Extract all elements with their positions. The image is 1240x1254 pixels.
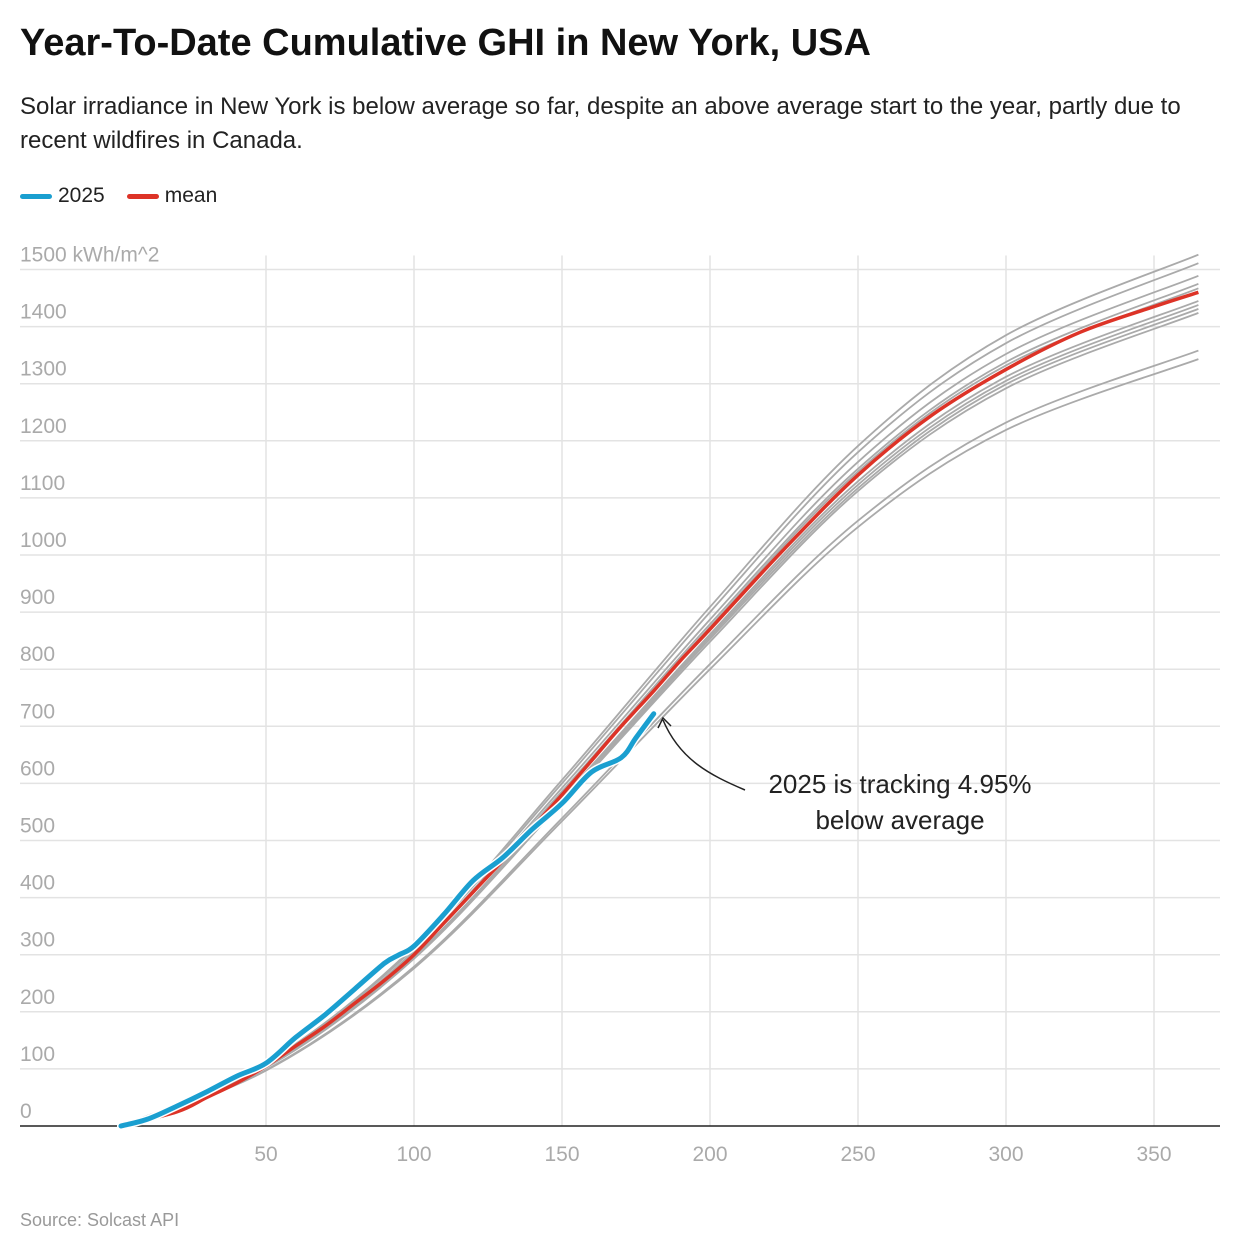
historical-year-line bbox=[120, 300, 1199, 1127]
y-tick-label: 300 bbox=[20, 929, 55, 952]
annotation-text-line2: below average bbox=[815, 805, 984, 835]
y-tick-label: 1500 kWh/m^2 bbox=[20, 244, 159, 267]
historical-year-line bbox=[120, 308, 1199, 1127]
annotation-arrowhead-icon bbox=[657, 716, 672, 729]
historical-year-line bbox=[120, 282, 1199, 1127]
series-2025-line bbox=[118, 711, 657, 1129]
x-tick-label: 300 bbox=[988, 1143, 1023, 1166]
y-tick-label: 900 bbox=[20, 586, 55, 609]
y-tick-label: 1200 bbox=[20, 415, 67, 438]
y-tick-label: 1400 bbox=[20, 301, 67, 324]
y-tick-label: 1300 bbox=[20, 358, 67, 381]
historical-year-line bbox=[120, 349, 1199, 1127]
x-tick-label: 350 bbox=[1136, 1143, 1171, 1166]
y-tick-label: 500 bbox=[20, 815, 55, 838]
x-tick-label: 200 bbox=[692, 1143, 727, 1166]
y-tick-label: 600 bbox=[20, 757, 55, 780]
x-tick-label: 50 bbox=[254, 1143, 277, 1166]
annotation-arrow bbox=[662, 719, 746, 791]
x-tick-label: 250 bbox=[840, 1143, 875, 1166]
legend-swatch-2025 bbox=[20, 193, 52, 199]
y-tick-label: 100 bbox=[20, 1043, 55, 1066]
y-tick-label: 700 bbox=[20, 700, 55, 723]
legend-item-mean: mean bbox=[126, 184, 218, 208]
historical-year-line bbox=[120, 287, 1199, 1127]
source-note: Source: Solcast API bbox=[20, 1210, 180, 1230]
legend-label-2025: 2025 bbox=[58, 184, 105, 207]
legend-label-mean: mean bbox=[164, 184, 218, 207]
y-tick-label: 800 bbox=[20, 643, 55, 666]
legend: 2025 mean bbox=[20, 184, 217, 208]
annotation-text-line1: 2025 is tracking 4.95% bbox=[768, 769, 1031, 799]
x-tick-label: 100 bbox=[396, 1143, 431, 1166]
y-tick-label: 1100 bbox=[20, 472, 65, 495]
y-tick-label: 0 bbox=[20, 1100, 32, 1123]
historical-year-line bbox=[120, 253, 1199, 1127]
y-tick-label: 1000 bbox=[20, 529, 67, 552]
chart-title: Year-To-Date Cumulative GHI in New York,… bbox=[20, 22, 871, 64]
legend-item-2025: 2025 bbox=[20, 184, 105, 208]
x-tick-label: 150 bbox=[544, 1143, 579, 1166]
mean-line bbox=[120, 290, 1199, 1128]
historical-year-line bbox=[120, 274, 1199, 1127]
chart-subtitle: Solar irradiance in New York is below av… bbox=[20, 93, 1181, 154]
y-tick-label: 400 bbox=[20, 872, 55, 895]
historical-year-line bbox=[120, 358, 1199, 1127]
legend-swatch-mean bbox=[126, 193, 159, 199]
y-tick-label: 200 bbox=[20, 986, 55, 1009]
